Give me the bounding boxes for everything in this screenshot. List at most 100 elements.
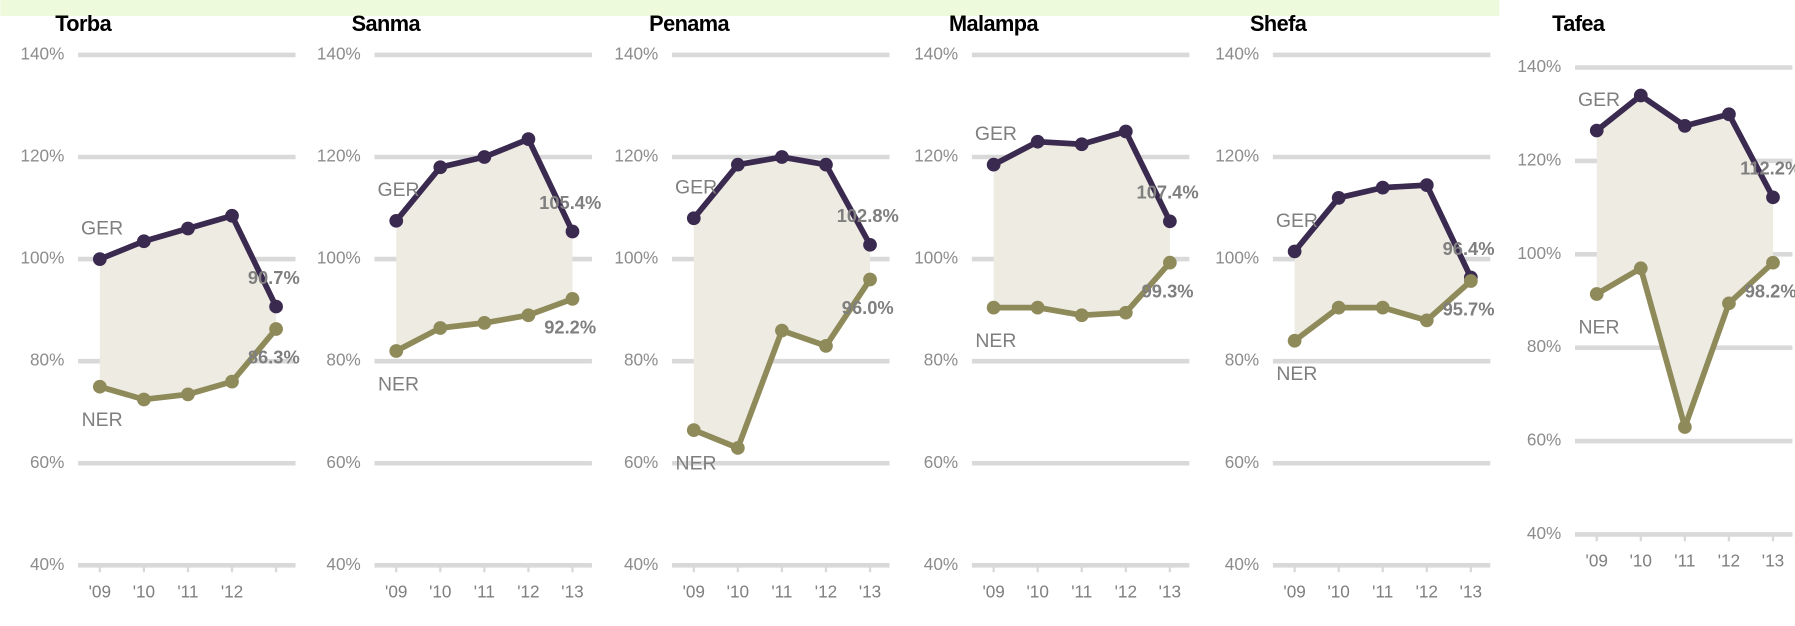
data-point — [181, 387, 195, 402]
y-tick-label: 140% — [20, 43, 64, 63]
y-tick-label: 80% — [30, 350, 64, 370]
x-tick-label: '12 — [517, 581, 539, 601]
y-tick-label: 120% — [1517, 149, 1561, 169]
x-tick-label: '13 — [859, 581, 881, 601]
data-point — [1419, 178, 1434, 192]
data-point — [863, 237, 877, 252]
y-tick-label: 40% — [326, 554, 360, 574]
gap-area — [396, 139, 573, 351]
series-label: GER — [975, 123, 1017, 145]
data-point — [1030, 300, 1045, 315]
data-point — [565, 224, 580, 239]
data-point — [1633, 88, 1648, 103]
data-point — [1163, 214, 1177, 229]
data-point — [863, 272, 877, 287]
chart-title: Tafea — [1552, 11, 1606, 36]
data-point — [433, 321, 448, 335]
data-point — [1163, 255, 1177, 270]
series-label: GER — [1276, 210, 1318, 232]
y-tick-label: 140% — [1215, 43, 1259, 63]
data-point — [1118, 305, 1133, 320]
value-label: 107.4% — [1137, 182, 1199, 203]
data-point — [181, 221, 195, 236]
chart-title: Torba — [55, 11, 112, 36]
series-label: NER — [676, 453, 717, 475]
data-point — [1419, 313, 1434, 328]
chart-title: Sanma — [352, 11, 422, 36]
y-tick-label: 60% — [30, 452, 64, 472]
data-point — [1287, 333, 1302, 348]
data-point — [92, 252, 107, 266]
y-tick-label: 80% — [924, 350, 958, 370]
x-tick-label: '12 — [221, 581, 243, 601]
data-point — [1375, 180, 1390, 195]
data-point — [269, 322, 283, 336]
y-tick-label: 60% — [924, 452, 958, 472]
y-tick-label: 60% — [1527, 430, 1561, 450]
y-tick-label: 40% — [924, 554, 958, 574]
y-tick-label: 120% — [914, 146, 958, 166]
data-point — [1766, 255, 1780, 270]
x-tick-label: '09 — [982, 581, 1004, 601]
y-tick-label: 40% — [1225, 554, 1259, 574]
y-tick-label: 120% — [317, 146, 361, 166]
data-point — [1589, 123, 1604, 138]
data-point — [1766, 190, 1780, 205]
x-tick-label: '12 — [815, 581, 837, 601]
data-point — [686, 423, 701, 437]
chart-title: Malampa — [949, 11, 1039, 36]
value-label: 98.2% — [1745, 280, 1795, 301]
data-point — [1331, 190, 1346, 205]
small-multiple: Sanma 40% 60% 80% 100% 120% 140% '09 '10 '11 '12 '1… — [317, 11, 601, 601]
x-tick-label: '10 — [1630, 550, 1652, 570]
x-tick-label: '09 — [89, 581, 111, 601]
y-tick-label: 60% — [624, 452, 658, 472]
x-tick-label: '13 — [1460, 581, 1482, 601]
data-point — [225, 208, 239, 223]
y-tick-label: 100% — [914, 248, 958, 268]
series-label: NER — [82, 409, 123, 431]
data-point — [1677, 420, 1692, 434]
x-tick-label: '11 — [1071, 581, 1092, 601]
data-point — [775, 323, 789, 338]
data-point — [986, 157, 1001, 172]
y-tick-label: 100% — [20, 248, 64, 268]
data-point — [1118, 124, 1133, 139]
data-point — [1633, 261, 1648, 276]
value-label: 96.4% — [1443, 238, 1495, 259]
y-tick-label: 100% — [317, 248, 361, 268]
data-point — [225, 374, 239, 389]
y-tick-label: 100% — [1215, 248, 1259, 268]
series-label: GER — [1578, 89, 1620, 111]
y-tick-label: 60% — [1225, 452, 1259, 472]
gap-area — [1596, 95, 1773, 428]
data-point — [986, 300, 1001, 315]
data-point — [1287, 244, 1302, 259]
data-point — [565, 292, 580, 306]
data-point — [730, 157, 745, 172]
value-label: 102.8% — [837, 205, 899, 226]
y-tick-label: 60% — [326, 452, 360, 472]
value-label: 90.7% — [248, 267, 300, 288]
data-point — [1331, 300, 1346, 315]
x-tick-label: '10 — [727, 581, 749, 601]
data-point — [477, 316, 492, 330]
chart-title: Penama — [649, 11, 730, 36]
data-point — [137, 392, 151, 407]
value-label: 112.2% — [1740, 158, 1795, 179]
small-multiple: Malampa 40% 60% 80% 100% 120% 140% '09 '10 '11 '12… — [914, 11, 1198, 601]
y-tick-label: 120% — [20, 146, 64, 166]
data-point — [1677, 119, 1692, 133]
data-point — [389, 213, 404, 228]
x-tick-label: '10 — [1027, 581, 1049, 601]
y-tick-label: 40% — [1527, 523, 1561, 543]
gap-area — [993, 131, 1170, 316]
data-point — [1589, 287, 1604, 301]
data-point — [1375, 300, 1390, 315]
series-label: GER — [81, 217, 123, 239]
data-point — [389, 344, 404, 358]
data-point — [1074, 308, 1089, 323]
data-point — [730, 441, 745, 455]
y-tick-label: 140% — [914, 43, 958, 63]
